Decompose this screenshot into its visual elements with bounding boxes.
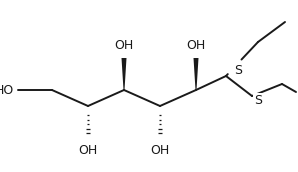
Text: S: S [254,94,262,106]
Text: OH: OH [78,144,98,157]
Text: HO: HO [0,83,14,96]
Text: OH: OH [186,39,206,52]
Polygon shape [122,58,126,90]
Text: S: S [234,63,242,77]
Polygon shape [193,58,198,90]
Text: OH: OH [114,39,134,52]
Text: OH: OH [150,144,170,157]
